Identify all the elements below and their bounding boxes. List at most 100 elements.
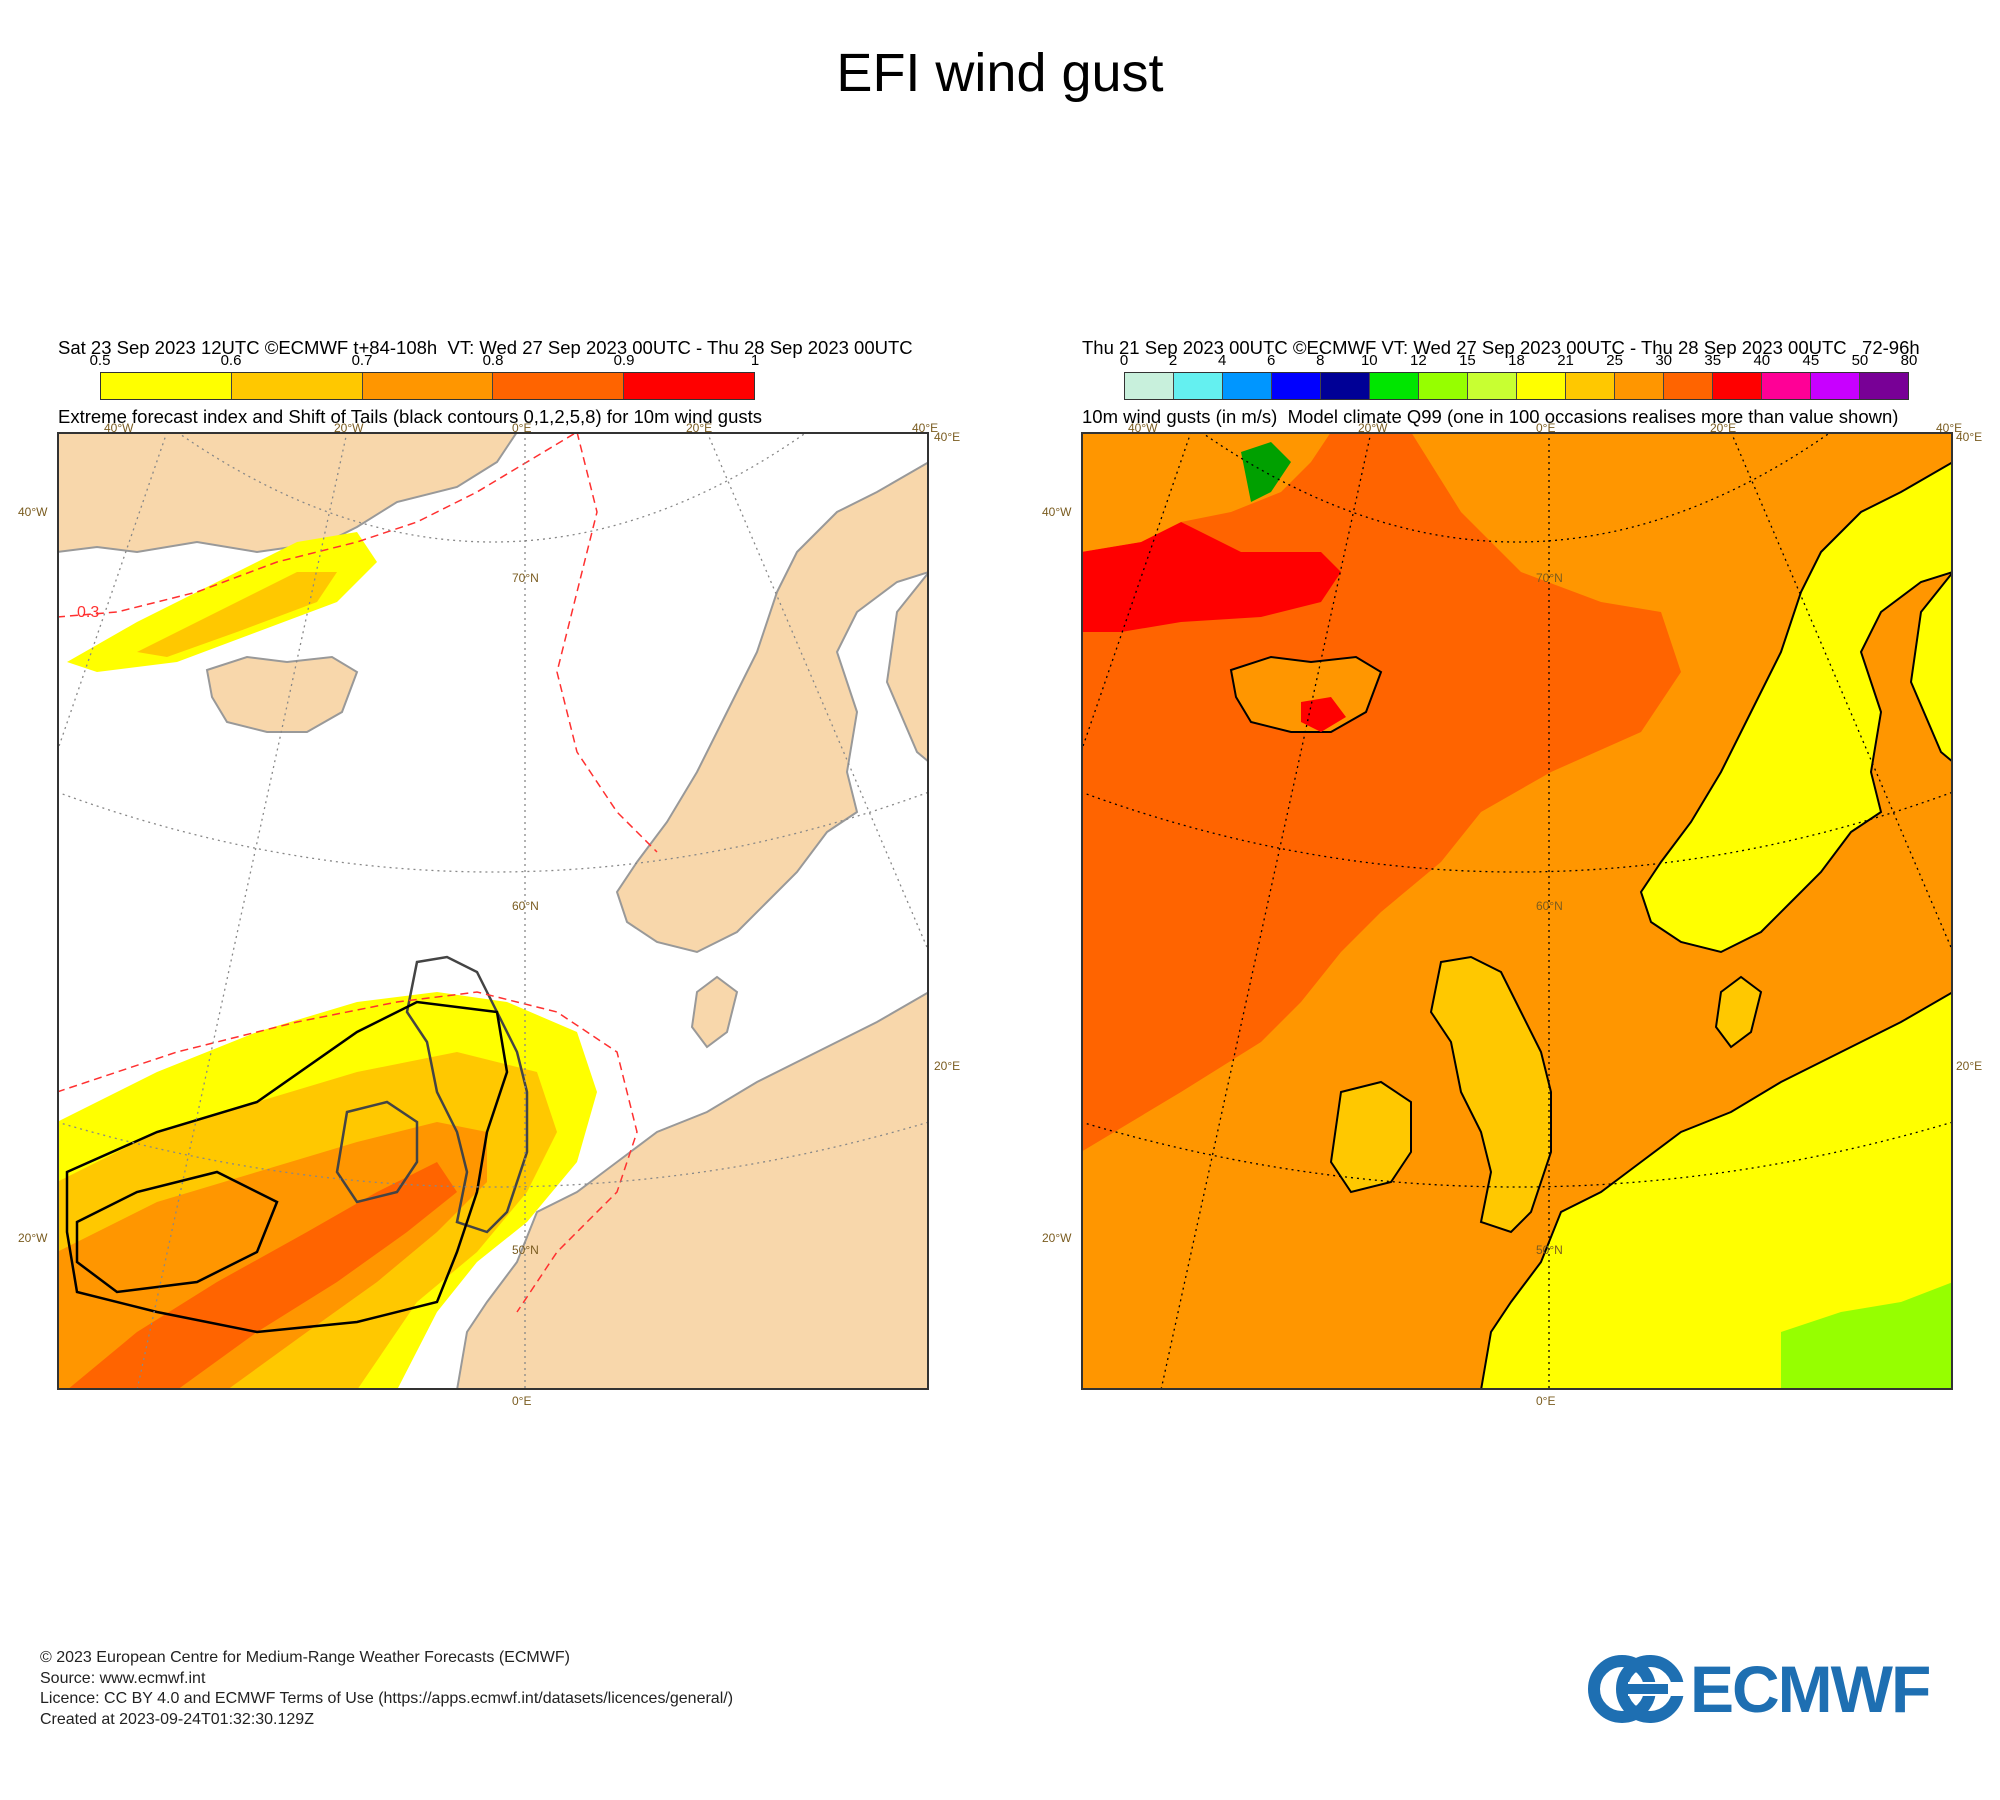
right-panel-header: Thu 21 Sep 2023 00UTC ©ECMWF VT: Wed 27 … bbox=[1082, 290, 1920, 451]
efi-contour-03-norway bbox=[556, 432, 658, 853]
colorbar-cell bbox=[1762, 373, 1811, 399]
ireland-coast bbox=[335, 1100, 419, 1204]
r-gridline-40w bbox=[1081, 432, 1192, 753]
finland-q99 bbox=[1909, 570, 1953, 764]
gridline-60n bbox=[57, 791, 929, 873]
footer-source: Source: www.ecmwf.int bbox=[40, 1669, 206, 1687]
ireland-q99 bbox=[1329, 1080, 1412, 1194]
colorbar-tick-label: 40 bbox=[1753, 352, 1771, 369]
colorbar-cell bbox=[493, 373, 625, 399]
colorbar-tick-label: 8 bbox=[1316, 352, 1325, 369]
colorbar-cell bbox=[101, 373, 232, 399]
left-lon-0-bottom: 0°E bbox=[512, 1394, 532, 1408]
footer-created: Created at 2023-09-24T01:32:30.129Z bbox=[40, 1710, 314, 1728]
iceland-red bbox=[1301, 697, 1346, 732]
right-lon-0: 0°E bbox=[1536, 421, 1556, 435]
colorbar-cell bbox=[1223, 373, 1272, 399]
r-gridline-60n bbox=[1081, 791, 1953, 873]
right-map-frame bbox=[1081, 432, 1953, 1390]
left-header-line2: Extreme forecast index and Shift of Tail… bbox=[58, 406, 763, 427]
ecmwf-logo-text: ECMWF bbox=[1690, 1652, 1931, 1726]
ecmwf-logo: ECMWF bbox=[1588, 1654, 1968, 1724]
contour-label-03: 0.3 bbox=[77, 604, 99, 621]
colorbar-tick-label: 0.8 bbox=[482, 352, 504, 369]
r-gridline-20e bbox=[1730, 432, 1953, 953]
colorbar-tick-label: 30 bbox=[1655, 352, 1673, 369]
gridline-20e bbox=[706, 432, 929, 953]
colorbar-cell bbox=[1713, 373, 1762, 399]
right-colorbar-cells bbox=[1124, 372, 1909, 400]
colorbar-tick-label: 2 bbox=[1168, 352, 1178, 369]
colorbar-tick-label: 15 bbox=[1459, 352, 1476, 369]
colorbar-tick-label: 50 bbox=[1851, 352, 1869, 369]
left-side-20e: 20°E bbox=[934, 1059, 961, 1073]
label-70n: 70°N bbox=[512, 571, 539, 585]
colorbar-cell bbox=[362, 373, 494, 399]
colorbar-tick-label: 80 bbox=[1900, 352, 1918, 369]
colorbar-tick-label: 35 bbox=[1704, 352, 1722, 369]
shift-of-tails-inner-contour bbox=[75, 1170, 279, 1294]
right-side-20e: 20°E bbox=[1956, 1059, 1983, 1073]
q99-red-zone bbox=[1081, 522, 1341, 632]
right-header-line2: 10m wind gusts (in m/s) Model climate Q9… bbox=[1082, 406, 1899, 427]
label-60n: 60°N bbox=[512, 899, 539, 913]
europe-q99 bbox=[1479, 990, 1953, 1390]
r-label-70n: 70°N bbox=[1536, 571, 1563, 585]
colorbar-tick-label: 6 bbox=[1267, 352, 1276, 369]
scandinavia-q99 bbox=[1639, 460, 1953, 954]
left-lon-20e: 20°E bbox=[686, 421, 713, 435]
right-lon-40w: 40°W bbox=[1128, 421, 1158, 435]
colorbar-tick-label: 12 bbox=[1410, 352, 1427, 369]
left-panel-header: Sat 23 Sep 2023 12UTC ©ECMWF t+84-108h V… bbox=[58, 290, 913, 451]
colorbar-tick-label: 0.6 bbox=[220, 352, 242, 369]
colorbar-tick-label: 21 bbox=[1557, 352, 1574, 369]
colorbar-cell bbox=[1664, 373, 1713, 399]
right-header-line1: Thu 21 Sep 2023 00UTC ©ECMWF VT: Wed 27 … bbox=[1082, 337, 1920, 358]
left-lon-40w: 40°W bbox=[104, 421, 134, 435]
left-map: 0.3 70°N 60°N 50°N bbox=[57, 432, 929, 1390]
shift-of-tails-contour bbox=[65, 1000, 509, 1334]
colorbar-tick-label: 0 bbox=[1119, 352, 1129, 369]
colorbar-cell bbox=[1615, 373, 1664, 399]
ecmwf-logo-icon bbox=[1588, 1655, 1684, 1723]
colorbar-cell bbox=[624, 373, 754, 399]
right-side-20w: 20°W bbox=[1042, 1231, 1072, 1245]
iceland-land bbox=[205, 655, 359, 733]
colorbar-tick-label: 10 bbox=[1360, 352, 1378, 369]
efi-uk-red-orange bbox=[67, 1162, 457, 1390]
colorbar-cell bbox=[1566, 373, 1615, 399]
colorbar-cell bbox=[1468, 373, 1517, 399]
right-side-40w: 40°W bbox=[1042, 505, 1072, 519]
colorbar-cell bbox=[1321, 373, 1370, 399]
left-map-frame bbox=[57, 432, 929, 1390]
greenland-low-gust bbox=[1241, 442, 1291, 502]
right-lon-40e: 40°E bbox=[1936, 421, 1963, 435]
colorbar-cell bbox=[231, 373, 363, 399]
left-colorbar-ticks: 0.5 0.6 0.7 0.8 0.9 1 bbox=[90, 352, 760, 370]
r-label-50n: 50°N bbox=[1536, 1243, 1563, 1257]
left-side-40w: 40°W bbox=[18, 505, 48, 519]
efi-contour-03-south bbox=[57, 991, 638, 1313]
footer: © 2023 European Centre for Medium-Range … bbox=[40, 1648, 733, 1730]
left-header-line1: Sat 23 Sep 2023 12UTC ©ECMWF t+84-108h V… bbox=[58, 337, 913, 358]
right-lon-0-bottom: 0°E bbox=[1536, 1394, 1556, 1408]
left-colorbar-cells bbox=[100, 372, 755, 400]
right-colorbar-ticks: 0 2 4 6 8 10 12 15 18 21 25 30 35 40 45 50 80 bbox=[1120, 352, 1918, 370]
footer-licence: Licence: CC BY 4.0 and ECMWF Terms of Us… bbox=[40, 1690, 734, 1707]
scandinavia-land bbox=[615, 460, 929, 954]
colorbar-tick-label: 0.5 bbox=[89, 352, 111, 369]
right-lon-20e: 20°E bbox=[1710, 421, 1737, 435]
colorbar-tick-label: 18 bbox=[1508, 352, 1525, 369]
colorbar-cell bbox=[1860, 373, 1908, 399]
right-lon-20w: 20°W bbox=[1358, 421, 1388, 435]
europe-land bbox=[455, 990, 929, 1390]
denmark-land bbox=[690, 975, 739, 1049]
right-map-svg: 70°N 60°N 50°N bbox=[1081, 432, 1953, 1390]
colorbar-cell bbox=[1174, 373, 1223, 399]
uk-q99 bbox=[1429, 955, 1552, 1234]
left-lon-40e: 40°E bbox=[912, 421, 939, 435]
label-50n: 50°N bbox=[512, 1243, 539, 1257]
colorbar-tick-label: 0.9 bbox=[613, 352, 635, 369]
left-map-svg: 0.3 70°N 60°N 50°N bbox=[57, 432, 929, 1390]
colorbar-cell bbox=[1419, 373, 1468, 399]
